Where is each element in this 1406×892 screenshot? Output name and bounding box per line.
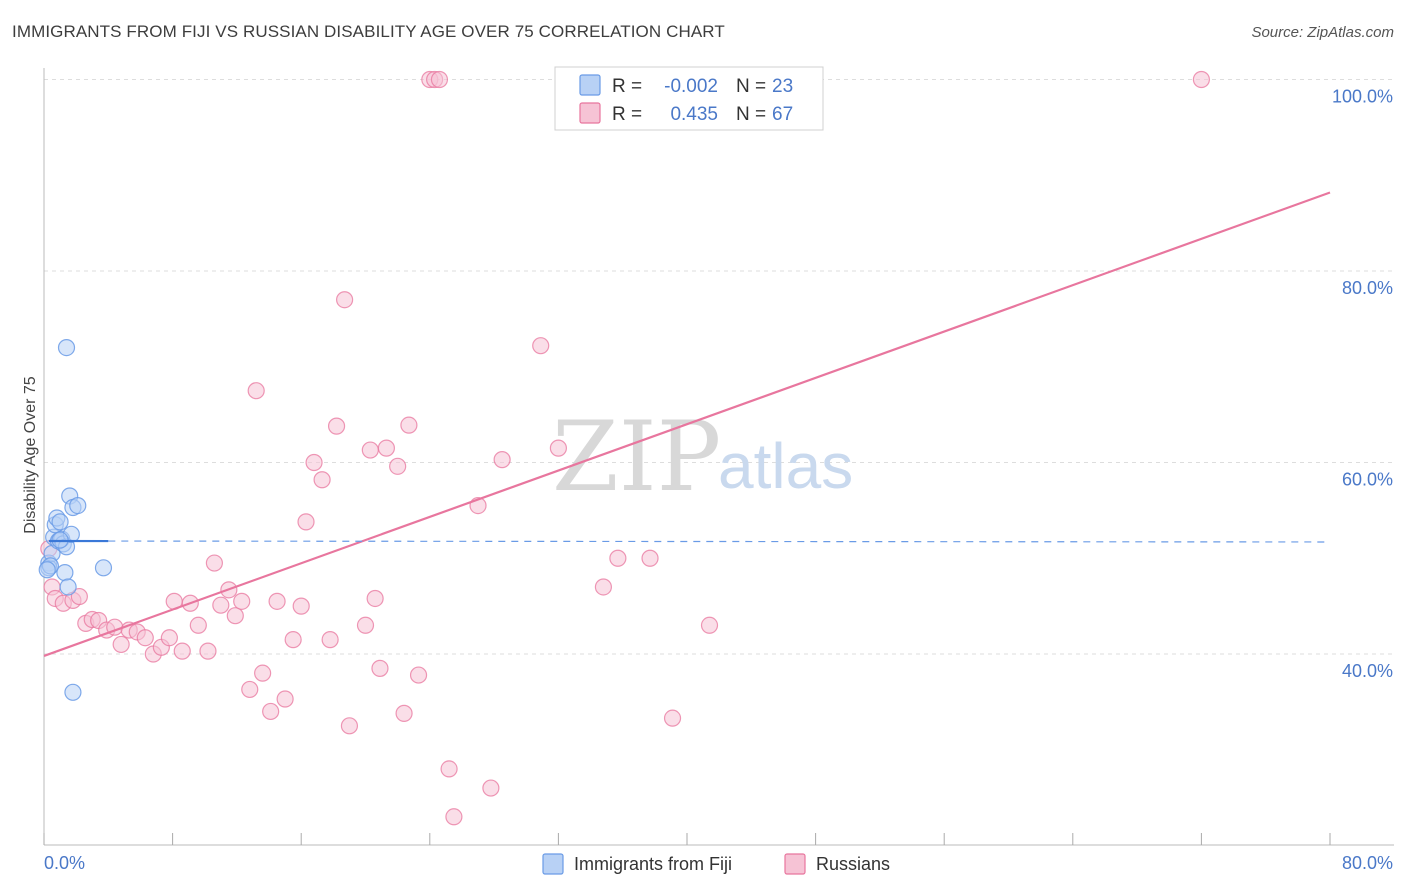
russians-point-34: [284, 631, 302, 649]
russians-point-23: [205, 554, 223, 572]
russians-point-35: [292, 597, 310, 615]
y-tick-label-40: 40.0%: [1342, 661, 1393, 681]
russians-point-32: [268, 592, 286, 610]
fiji-point-12: [59, 578, 77, 596]
x-tick-label-min: 0.0%: [44, 853, 85, 873]
x-axis-ticks: [43, 833, 1331, 845]
russians-point-19: [173, 642, 191, 660]
russians-point-62: [594, 578, 613, 596]
russians-point-64: [641, 549, 659, 567]
x-tick-label-max: 80.0%: [1342, 853, 1393, 873]
legend-russians-r-value: 0.435: [670, 104, 718, 125]
russians-point-65: [663, 709, 682, 727]
russians-point-48: [389, 457, 407, 475]
russians-point-41: [336, 291, 354, 309]
fiji-point-17: [94, 559, 113, 577]
russians-point-11: [112, 635, 130, 654]
russians-point-26: [226, 607, 244, 625]
chart-title: IMMIGRANTS FROM FIJI VS RUSSIAN DISABILI…: [12, 22, 725, 41]
russians-point-47: [377, 439, 395, 457]
russians-point-51: [409, 666, 428, 684]
bottom-legend-fiji-label: Immigrants from Fiji: [574, 854, 732, 874]
y-tick-label-60: 60.0%: [1342, 470, 1393, 490]
legend-russians-r-label: R =: [612, 104, 642, 125]
trendlines: [43, 191, 1331, 657]
russians-point-5: [70, 587, 88, 606]
watermark: ZIP atlas: [552, 401, 853, 513]
watermark-atlas: atlas: [718, 430, 853, 502]
russians-point-21: [189, 616, 207, 634]
russians-point-55: [440, 760, 458, 778]
legend-russians-n-value: 67: [772, 104, 793, 125]
source-credit: Source: ZipAtlas.com: [1251, 24, 1394, 41]
russians-point-14: [136, 629, 154, 647]
russians-point-28: [241, 680, 259, 699]
russians-point-50: [400, 416, 418, 434]
fiji-point-16: [69, 496, 87, 515]
y-axis-tick-labels: 40.0% 60.0% 80.0% 100.0%: [1332, 87, 1393, 682]
russians-point-30: [254, 664, 272, 682]
russians-trendline: [43, 191, 1331, 657]
russians-point-33: [276, 690, 294, 708]
fiji-point-10: [56, 564, 74, 582]
fiji-point-18: [57, 339, 76, 357]
russians-point-67: [1192, 70, 1211, 89]
fiji-points: [38, 339, 113, 701]
y-tick-label-80: 80.0%: [1342, 278, 1393, 298]
russians-point-46: [371, 659, 389, 677]
fiji-point-21: [38, 561, 56, 579]
fiji-trendline-dashed: [108, 540, 1331, 543]
russians-point-17: [160, 629, 178, 647]
series-legend: Immigrants from Fiji Russians: [542, 853, 890, 875]
russians-point-63: [609, 549, 627, 567]
legend-russians-n-label: N =: [736, 104, 766, 125]
legend-fiji-n-value: 23: [772, 76, 793, 97]
russians-points: [40, 70, 1211, 826]
russians-point-37: [305, 453, 323, 472]
bottom-legend-fiji-swatch: [542, 853, 564, 875]
y-tick-label-100: 100.0%: [1332, 87, 1393, 107]
gridlines: [44, 79, 1394, 655]
russians-point-36: [297, 513, 315, 531]
bottom-legend-russians-swatch: [784, 853, 806, 875]
russians-point-56: [445, 808, 463, 826]
russians-point-38: [313, 471, 331, 489]
russians-point-54: [430, 70, 449, 89]
watermark-zip: ZIP: [552, 401, 721, 513]
legend-fiji-swatch: [579, 74, 601, 96]
russians-point-22: [199, 642, 217, 660]
legend-fiji-r-label: R =: [612, 76, 642, 97]
russians-point-24: [212, 596, 230, 614]
russians-point-61: [549, 439, 568, 457]
russians-point-39: [321, 631, 339, 649]
russians-point-27: [233, 592, 251, 610]
fiji-point-7: [51, 513, 69, 531]
russians-point-31: [262, 702, 280, 721]
y-axis-label: Disability Age Over 75: [22, 376, 39, 534]
legend-russians-swatch: [579, 102, 601, 124]
russians-point-40: [327, 417, 346, 435]
russians-point-49: [395, 704, 413, 722]
russians-point-66: [700, 616, 719, 634]
russians-point-59: [493, 451, 511, 469]
fiji-point-19: [64, 683, 82, 701]
legend-fiji-n-label: N =: [736, 76, 766, 97]
russians-point-58: [482, 779, 500, 797]
russians-point-43: [356, 616, 375, 634]
russians-point-42: [340, 717, 359, 735]
legend-fiji-r-value: -0.002: [664, 76, 718, 97]
russians-point-29: [247, 382, 265, 400]
russians-point-44: [361, 441, 379, 459]
correlation-legend: R = -0.002 N = 23 R = 0.435 N = 67: [554, 66, 824, 131]
russians-point-60: [532, 337, 550, 355]
bottom-legend-russians-label: Russians: [816, 854, 890, 874]
russians-point-45: [366, 589, 384, 608]
